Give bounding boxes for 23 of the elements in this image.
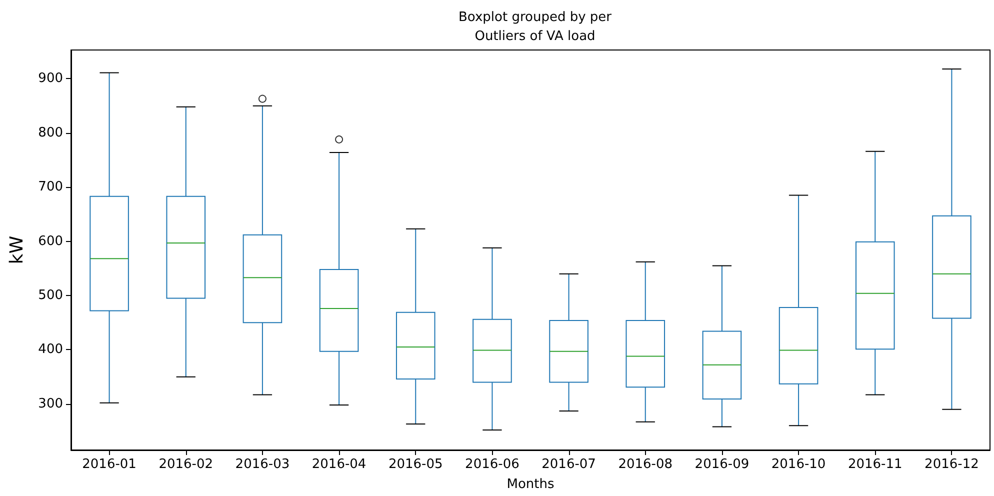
chart-title: Boxplot grouped by per <box>458 10 612 25</box>
x-tick-label: 2016-03 <box>235 457 290 472</box>
y-tick-label: 400 <box>38 342 63 358</box>
x-tick-label: 2016-02 <box>158 457 214 472</box>
x-tick-label: 2016-04 <box>312 457 366 472</box>
x-tick-label: 2016-05 <box>388 457 443 472</box>
x-tick-label: 2016-08 <box>618 457 673 472</box>
y-axis-title: kW <box>6 236 28 264</box>
x-tick-label: 2016-07 <box>542 457 596 472</box>
y-tick-label: 800 <box>38 125 63 140</box>
chart-subtitle: Outliers of VA load <box>474 29 596 44</box>
x-tick-label: 2016-01 <box>82 457 136 472</box>
x-tick-label: 2016-11 <box>848 457 902 472</box>
y-tick-label: 500 <box>38 288 63 304</box>
x-tick-label: 2016-10 <box>771 457 826 472</box>
x-tick-label: 2016-12 <box>924 457 979 472</box>
y-tick-label: 300 <box>38 396 63 412</box>
x-tick-label: 2016-09 <box>694 457 750 472</box>
x-tick-label: 2016-06 <box>465 457 520 472</box>
x-axis-title: Months <box>506 477 554 492</box>
y-tick-label: 900 <box>38 71 63 86</box>
y-tick-label: 600 <box>38 234 63 249</box>
y-tick-label: 700 <box>38 180 63 195</box>
